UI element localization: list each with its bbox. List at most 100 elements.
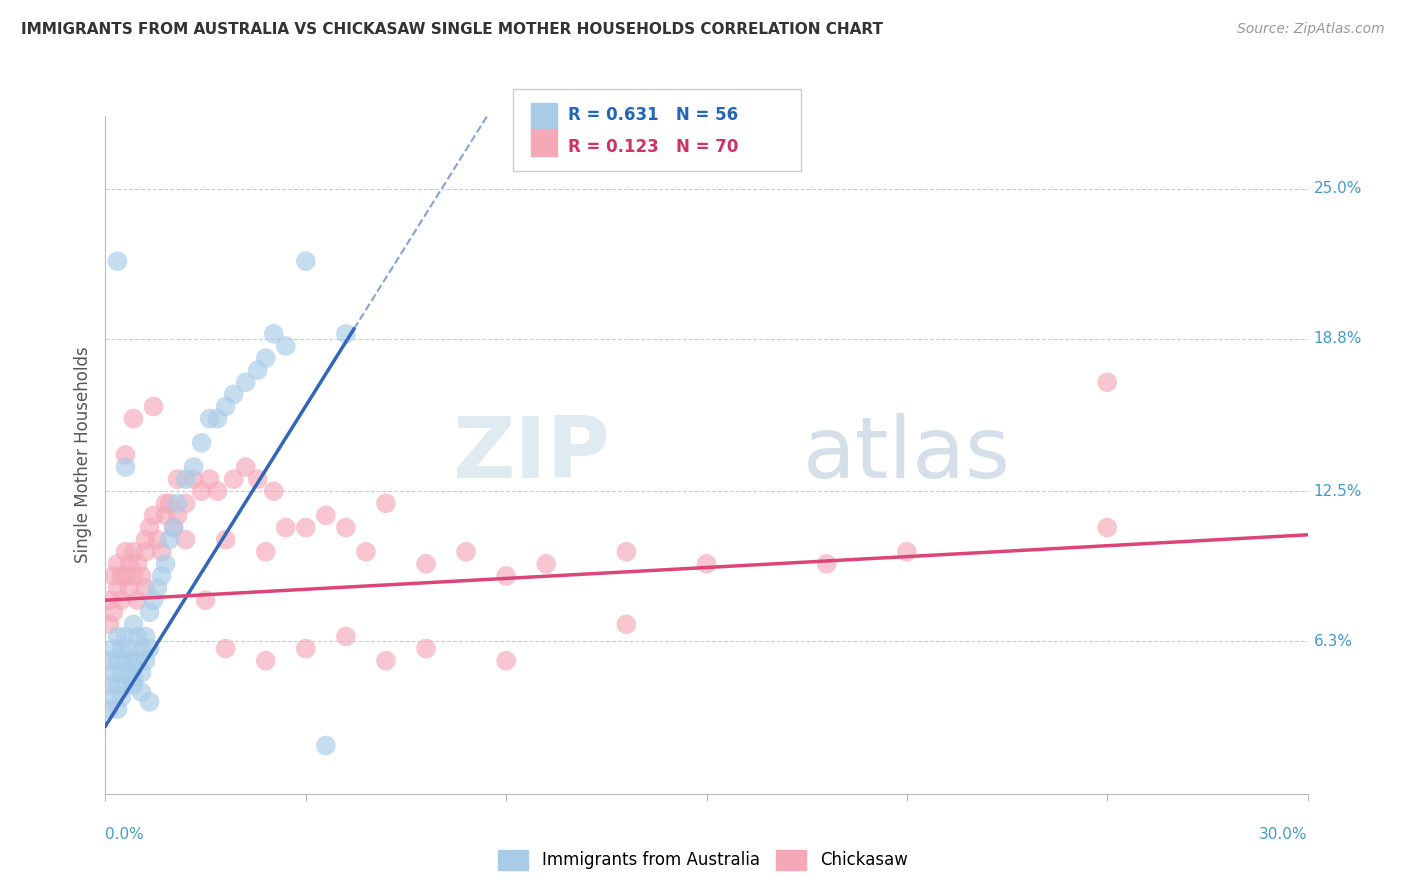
Point <box>274 520 297 534</box>
Point <box>335 520 357 534</box>
Point <box>155 508 177 523</box>
Point <box>142 400 165 414</box>
Point <box>495 569 517 583</box>
Point <box>534 557 557 571</box>
Point <box>235 460 257 475</box>
Point <box>295 520 318 534</box>
Point <box>295 254 318 268</box>
Point <box>98 654 121 668</box>
Point <box>415 641 437 656</box>
Point <box>135 654 157 668</box>
Point <box>235 376 257 390</box>
Point <box>142 508 165 523</box>
Point <box>254 351 277 365</box>
Text: ZIP: ZIP <box>453 413 610 497</box>
Point <box>118 581 141 595</box>
Point <box>122 545 145 559</box>
Point <box>254 654 277 668</box>
Point <box>98 678 121 692</box>
Point <box>374 654 398 668</box>
Point <box>155 557 177 571</box>
Point <box>174 533 197 547</box>
Point <box>114 569 136 583</box>
Point <box>274 339 297 353</box>
Point <box>254 545 277 559</box>
Point <box>354 545 377 559</box>
Text: 12.5%: 12.5% <box>1313 483 1362 499</box>
Point <box>107 654 129 668</box>
Point <box>98 593 121 607</box>
Point <box>110 690 132 704</box>
Point <box>138 520 160 534</box>
Point <box>190 484 212 499</box>
Point <box>246 472 269 486</box>
Point <box>159 533 181 547</box>
Point <box>295 641 318 656</box>
Point <box>198 411 221 425</box>
Text: R = 0.631   N = 56: R = 0.631 N = 56 <box>568 106 738 124</box>
Point <box>415 557 437 571</box>
Point <box>114 460 136 475</box>
Point <box>138 605 160 619</box>
Point <box>135 545 157 559</box>
Point <box>495 654 517 668</box>
Point <box>146 581 169 595</box>
Point <box>110 593 132 607</box>
Point <box>107 254 129 268</box>
Point <box>135 630 157 644</box>
Point <box>162 520 184 534</box>
Point <box>150 545 173 559</box>
Point <box>214 641 236 656</box>
Point <box>896 545 918 559</box>
Point <box>142 593 165 607</box>
Point <box>107 630 129 644</box>
Point <box>207 411 229 425</box>
Point <box>103 641 125 656</box>
Point <box>98 702 121 716</box>
Point <box>214 400 236 414</box>
Point <box>315 508 337 523</box>
Point <box>135 533 157 547</box>
Legend: Immigrants from Australia, Chickasaw: Immigrants from Australia, Chickasaw <box>492 843 914 877</box>
Point <box>138 641 160 656</box>
Point <box>127 557 149 571</box>
Point <box>122 671 145 685</box>
Point <box>166 472 188 486</box>
Point <box>159 496 181 510</box>
Point <box>114 545 136 559</box>
Point <box>110 569 132 583</box>
Point <box>315 739 337 753</box>
Point <box>166 508 188 523</box>
Point <box>194 593 217 607</box>
Y-axis label: Single Mother Households: Single Mother Households <box>73 347 91 563</box>
Point <box>114 654 136 668</box>
Point <box>131 665 153 680</box>
Point <box>98 617 121 632</box>
Point <box>174 472 197 486</box>
Text: Source: ZipAtlas.com: Source: ZipAtlas.com <box>1237 22 1385 37</box>
Text: 6.3%: 6.3% <box>1313 634 1353 648</box>
Point <box>103 665 125 680</box>
Point <box>454 545 477 559</box>
Point <box>110 641 132 656</box>
Point <box>222 472 245 486</box>
Text: R = 0.123   N = 70: R = 0.123 N = 70 <box>568 138 738 156</box>
Text: atlas: atlas <box>803 413 1011 497</box>
Point <box>118 665 141 680</box>
Point <box>183 472 205 486</box>
Text: 25.0%: 25.0% <box>1313 181 1362 196</box>
Point <box>263 484 285 499</box>
Point <box>122 654 145 668</box>
Point <box>122 678 145 692</box>
Point <box>135 581 157 595</box>
Point <box>616 617 638 632</box>
Point <box>114 448 136 462</box>
Point <box>1097 376 1119 390</box>
Point <box>155 496 177 510</box>
Point <box>198 472 221 486</box>
Point <box>127 630 149 644</box>
Point <box>107 581 129 595</box>
Point <box>183 460 205 475</box>
Point <box>214 533 236 547</box>
Point <box>127 654 149 668</box>
